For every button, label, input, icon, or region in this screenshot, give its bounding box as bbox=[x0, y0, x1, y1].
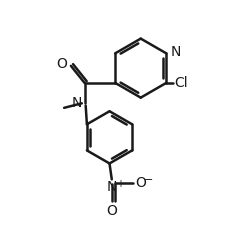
Text: N: N bbox=[170, 45, 181, 59]
Text: N: N bbox=[72, 96, 82, 110]
Text: Cl: Cl bbox=[174, 76, 188, 90]
Text: N: N bbox=[107, 180, 117, 195]
Text: +: + bbox=[116, 179, 124, 189]
Text: −: − bbox=[144, 175, 153, 185]
Text: O: O bbox=[106, 204, 117, 218]
Text: O: O bbox=[136, 176, 146, 190]
Text: O: O bbox=[56, 57, 67, 71]
